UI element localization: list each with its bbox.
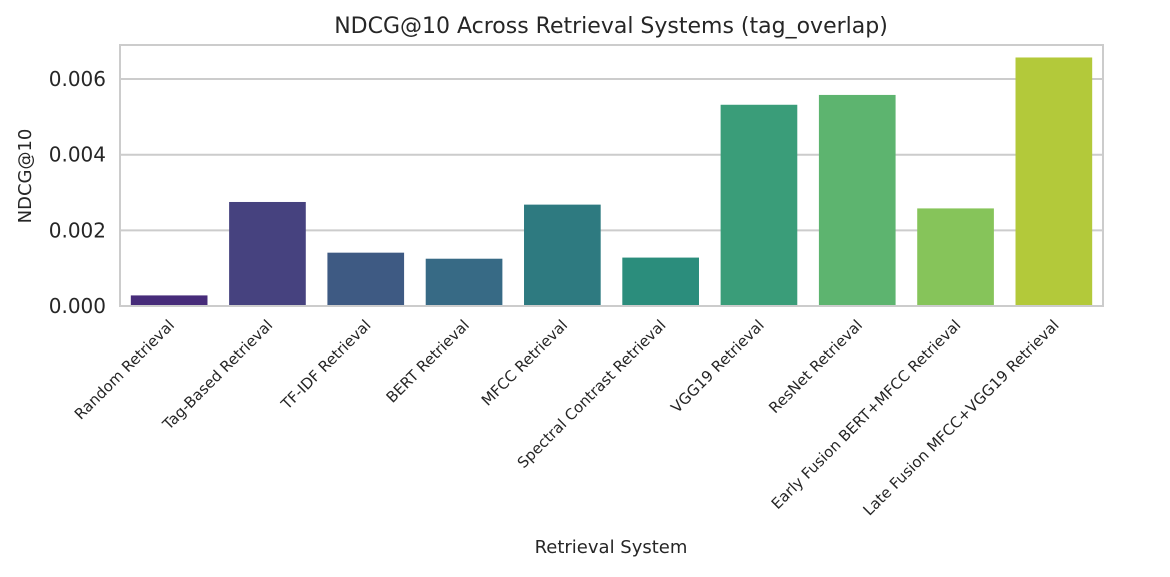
bar <box>720 104 798 306</box>
x-tick-label: Random Retrieval <box>71 316 178 423</box>
bar <box>327 252 405 306</box>
y-axis-label: NDCG@10 <box>15 129 36 224</box>
bars <box>130 57 1093 307</box>
y-tick-label: 0.006 <box>49 67 106 91</box>
y-tick-labels: 0.000 0.002 0.004 0.006 <box>49 67 106 318</box>
x-tick-label: BERT Retrieval <box>383 316 473 406</box>
y-tick-label: 0.002 <box>49 218 106 242</box>
x-tick-label: ResNet Retrieval <box>765 316 866 417</box>
x-tick-label: VGG19 Retrieval <box>667 316 767 416</box>
x-tick-label: MFCC Retrieval <box>478 316 571 409</box>
bar <box>524 204 601 306</box>
plot-frame <box>119 44 1104 307</box>
x-tick-label: Late Fusion MFCC+VGG19 Retrieval <box>860 316 1063 519</box>
y-tick-label: 0.004 <box>49 143 106 167</box>
chart-title: NDCG@10 Across Retrieval Systems (tag_ov… <box>334 14 888 39</box>
bar <box>622 257 699 306</box>
bar <box>917 208 994 306</box>
x-tick-label: Early Fusion BERT+MFCC Retrieval <box>768 316 965 513</box>
y-tick-label: 0.000 <box>49 294 106 318</box>
x-axis-label: Retrieval System <box>535 537 688 558</box>
bar <box>229 201 306 306</box>
bar <box>818 94 896 306</box>
bar <box>425 258 503 306</box>
bar <box>130 295 208 306</box>
x-tick-label: TF-IDF Retrieval <box>277 316 375 414</box>
x-tick-label: Tag-Based Retrieval <box>158 316 276 434</box>
bar <box>1015 57 1093 307</box>
